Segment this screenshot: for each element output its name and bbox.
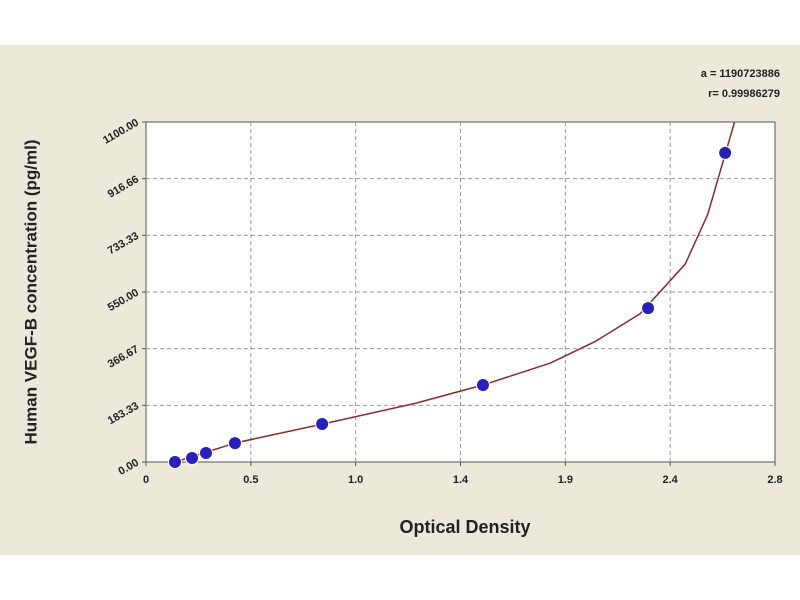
x-tick-label: 2.8 — [767, 474, 782, 486]
data-point — [198, 446, 213, 461]
data-point — [167, 455, 182, 469]
data-point — [227, 436, 242, 451]
data-point — [475, 378, 490, 393]
data-point — [315, 416, 330, 431]
annotation: r= 0.99986279 — [708, 88, 780, 100]
x-axis-label: Optical Density — [399, 517, 530, 537]
x-tick-label: 0.5 — [243, 474, 258, 486]
data-point — [641, 301, 656, 316]
x-tick-label: 1.9 — [558, 474, 573, 486]
x-tick-label: 0 — [143, 474, 149, 486]
fit-curve — [174, 121, 736, 463]
data-point — [718, 145, 733, 160]
x-tick-label: 1.0 — [348, 474, 363, 486]
data-point — [185, 450, 200, 465]
x-tick-label: 1.4 — [453, 474, 469, 486]
y-axis-label: Human VEGF-B concentration (pg/ml) — [21, 139, 40, 444]
annotation: a = 1190723886 — [701, 68, 780, 80]
x-tick-label: 2.4 — [663, 474, 679, 486]
